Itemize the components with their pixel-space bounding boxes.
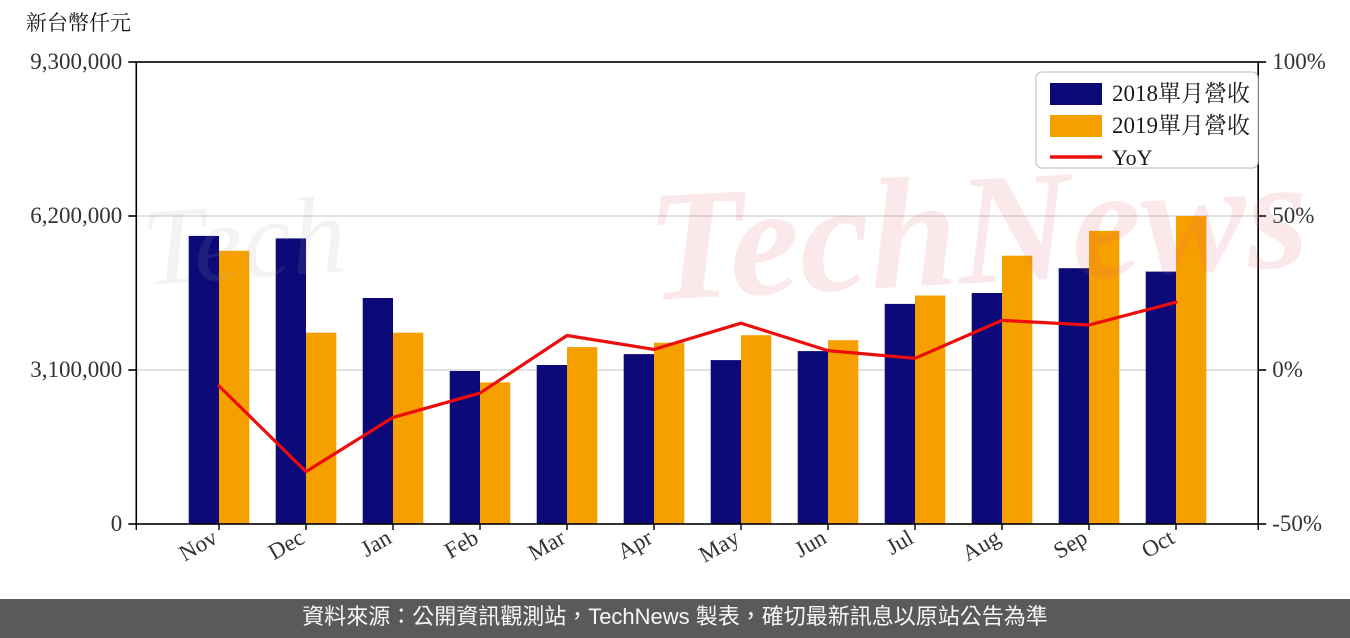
svg-text:Tech: Tech	[138, 173, 350, 309]
svg-text:-50%: -50%	[1272, 511, 1322, 536]
svg-text:3,100,000: 3,100,000	[30, 357, 122, 382]
svg-text:2018單月營收: 2018單月營收	[1112, 81, 1250, 106]
svg-text:9,300,000: 9,300,000	[30, 49, 122, 74]
svg-text:100%: 100%	[1272, 49, 1326, 74]
svg-text:TechNews: TechNews	[643, 126, 1313, 335]
svg-text:新台幣仟元: 新台幣仟元	[26, 11, 131, 35]
svg-text:6,200,000: 6,200,000	[30, 203, 122, 228]
svg-text:資料來源：公開資訊觀測站，TechNews 製表，確切最新訊: 資料來源：公開資訊觀測站，TechNews 製表，確切最新訊息以原站公告為準	[302, 604, 1048, 629]
svg-text:0: 0	[111, 511, 123, 536]
svg-text:0%: 0%	[1272, 357, 1303, 382]
